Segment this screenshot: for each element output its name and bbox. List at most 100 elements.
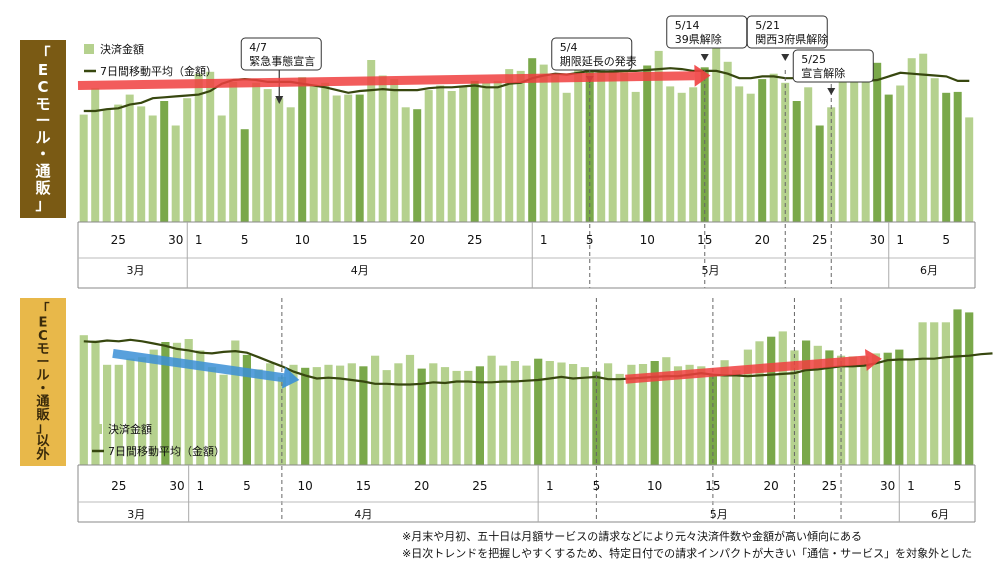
bar-15 — [242, 354, 251, 465]
bar-51 — [654, 50, 663, 223]
bar-7 — [148, 115, 157, 222]
bar-47 — [608, 46, 617, 223]
bar-4 — [114, 104, 123, 222]
annotation-text: 5/14 — [675, 19, 700, 32]
month-label: 4月 — [351, 264, 369, 277]
bar-42 — [557, 362, 566, 465]
month-label: 6月 — [920, 264, 938, 277]
bar-71 — [884, 94, 893, 222]
bar-35 — [475, 366, 484, 465]
bar-45 — [585, 52, 594, 223]
annotation-text: 4/7 — [249, 41, 267, 54]
bar-39 — [516, 70, 525, 223]
bar-67 — [848, 356, 857, 465]
bar-16 — [254, 369, 263, 465]
bar-56 — [712, 48, 721, 223]
bar-72 — [906, 358, 916, 465]
bar-5 — [126, 358, 135, 465]
month-label: 5月 — [702, 264, 720, 277]
bar-40 — [528, 58, 537, 223]
bar-22 — [324, 364, 333, 465]
bar-31 — [424, 90, 433, 222]
bar-71 — [895, 349, 904, 465]
tick-label: 25 — [472, 479, 487, 493]
bar-64 — [804, 87, 813, 222]
bar-31 — [429, 363, 438, 465]
tick-label: 15 — [356, 479, 371, 493]
trend-arrow-head — [281, 366, 300, 389]
annotation-box — [792, 49, 874, 83]
tick-label: 1 — [196, 479, 204, 493]
bar-62 — [781, 82, 790, 222]
legend-line-label: 7日間移動平均（金額） — [108, 444, 225, 458]
bar-57 — [723, 61, 732, 222]
bar-49 — [631, 91, 640, 223]
tick-label: 1 — [540, 233, 548, 247]
tick-label: 10 — [298, 479, 313, 493]
bar-64 — [813, 345, 822, 465]
bar-34 — [459, 85, 468, 222]
bar-2 — [91, 88, 100, 222]
bar-60 — [767, 336, 776, 465]
bar-24 — [347, 363, 356, 465]
bar-52 — [673, 366, 683, 465]
bar-69 — [861, 81, 870, 223]
bar-69 — [871, 353, 881, 465]
footnote-2: ※日次トレンドを把握しやすくするため、特定日付での請求インパクトが大きい「通信・… — [402, 547, 973, 560]
tick-label: 10 — [640, 233, 655, 247]
bar-61 — [769, 73, 778, 222]
bar-41 — [539, 64, 548, 222]
bar-21 — [309, 84, 318, 222]
tick-label: 20 — [755, 233, 770, 247]
bar-42 — [551, 73, 560, 222]
bar-32 — [436, 85, 445, 222]
bar-51 — [662, 357, 671, 465]
bar-76 — [953, 309, 962, 465]
tick-label: 20 — [414, 479, 429, 493]
tick-label: 20 — [763, 479, 778, 493]
bar-5 — [125, 94, 134, 222]
annotation-pointer-head — [700, 54, 709, 61]
bar-6 — [138, 357, 147, 465]
bar-29 — [405, 354, 415, 465]
tick-label: 20 — [410, 233, 425, 247]
tick-label: 25 — [812, 233, 827, 247]
bar-77 — [953, 91, 962, 223]
bar-57 — [732, 370, 741, 465]
bar-72 — [896, 85, 905, 222]
bar-68 — [860, 356, 869, 465]
trend-arrow — [625, 355, 867, 384]
bar-4 — [114, 364, 123, 465]
bar-74 — [930, 322, 939, 465]
bar-54 — [697, 366, 706, 465]
bar-77 — [965, 312, 974, 465]
side-label-box — [20, 298, 66, 466]
bar-78 — [965, 117, 974, 222]
bar-19 — [286, 107, 295, 222]
bar-34 — [464, 370, 473, 465]
tick-label: 15 — [705, 479, 720, 493]
bar-49 — [638, 364, 648, 465]
bar-38 — [505, 69, 514, 222]
tick-label: 5 — [942, 233, 950, 247]
legend-line-label: 7日間移動平均（金額） — [100, 64, 217, 78]
bar-54 — [689, 87, 698, 222]
tick-label: 25 — [822, 479, 837, 493]
footnote-1: ※月末や月初、五十日は月額サービスの請求などにより元々決済件数や金額が高い傾向に… — [402, 530, 862, 543]
tick-label: 1 — [546, 479, 554, 493]
bar-27 — [378, 75, 387, 222]
bar-10 — [184, 339, 193, 465]
bar-65 — [815, 125, 824, 222]
bar-1 — [79, 114, 88, 222]
bar-26 — [367, 60, 376, 222]
bar-73 — [907, 58, 916, 223]
bar-63 — [802, 340, 811, 465]
annotation-text: 期限延長の発表 — [560, 54, 637, 68]
legend-bar-swatch — [84, 44, 94, 54]
tick-label: 30 — [168, 233, 183, 247]
bar-36 — [487, 355, 496, 465]
bar-13 — [219, 374, 228, 465]
bar-7 — [149, 349, 158, 465]
